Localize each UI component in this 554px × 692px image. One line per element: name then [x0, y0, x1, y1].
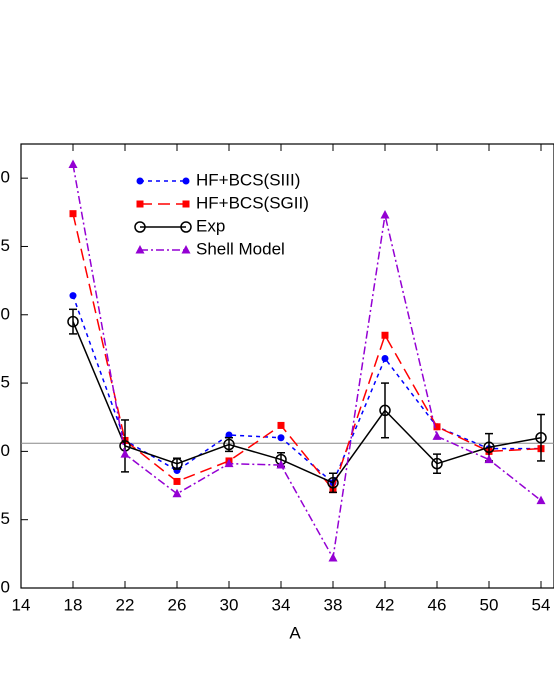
legend-label: Exp [196, 216, 225, 235]
marker [172, 488, 182, 498]
y-tick-label: 0 [1, 577, 10, 596]
x-tick-label: 14 [12, 595, 31, 614]
marker [535, 431, 547, 444]
marker [69, 292, 77, 300]
marker [181, 245, 191, 254]
marker [120, 449, 130, 458]
y-tick-label: 0 [1, 168, 10, 187]
marker [67, 315, 79, 328]
y-tick-label: 0 [1, 304, 10, 323]
marker [379, 404, 391, 417]
marker [68, 159, 78, 168]
marker [433, 423, 441, 431]
series-line [72, 321, 542, 484]
marker [277, 421, 285, 429]
x-tick-label: 46 [428, 595, 447, 614]
y-tick-label: 0 [1, 441, 10, 460]
marker [135, 245, 145, 254]
x-tick-label: 30 [220, 595, 239, 614]
marker [223, 438, 235, 451]
marker [173, 477, 181, 485]
series-line [72, 213, 542, 492]
x-tick-label: 18 [64, 595, 83, 614]
y-tick-label: 5 [1, 373, 10, 392]
marker [381, 354, 389, 362]
marker [431, 457, 443, 470]
marker [276, 460, 286, 469]
marker [380, 210, 390, 219]
x-axis-label: A [289, 623, 301, 642]
marker [134, 221, 146, 233]
x-tick-label: 38 [324, 595, 343, 614]
y-tick-label: 5 [1, 236, 10, 255]
marker [484, 454, 494, 464]
x-tick-label: 26 [168, 595, 187, 614]
marker [277, 434, 285, 442]
marker [182, 200, 190, 208]
marker [381, 331, 389, 339]
legend-label: HF+BCS(SIII) [196, 170, 300, 189]
marker [224, 458, 234, 468]
series-line [72, 295, 541, 485]
marker [327, 477, 339, 489]
marker [536, 495, 546, 505]
legend-label: Shell Model [196, 239, 285, 258]
legend-label: HF+BCS(SGII) [196, 193, 309, 212]
marker [328, 552, 338, 562]
marker [136, 177, 144, 185]
marker [180, 221, 192, 233]
x-tick-label: 42 [376, 595, 395, 614]
marker [483, 441, 495, 454]
x-tick-label: 54 [532, 595, 551, 614]
y-tick-label: 5 [1, 509, 10, 528]
marker [432, 431, 442, 440]
marker [182, 177, 190, 185]
x-tick-label: 22 [116, 595, 135, 614]
x-tick-label: 34 [272, 595, 291, 614]
plot-frame [20, 143, 554, 589]
marker [69, 210, 77, 218]
series-line [72, 164, 542, 561]
marker [225, 431, 233, 439]
x-tick-label: 50 [480, 595, 499, 614]
marker [136, 200, 144, 208]
marker [171, 457, 183, 470]
